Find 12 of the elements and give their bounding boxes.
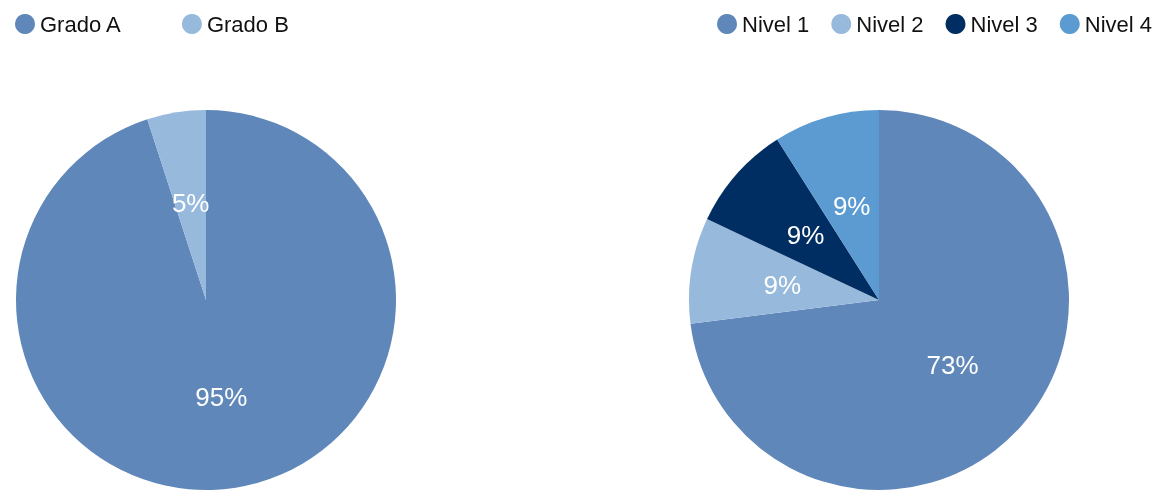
legend-label: Nivel 4: [1084, 11, 1152, 37]
data-label: 9%: [832, 190, 871, 221]
data-label: 95%: [195, 381, 248, 412]
legend-label: Nivel 1: [742, 11, 810, 37]
legend-label: Grado A: [40, 11, 122, 37]
data-label: 5%: [171, 188, 210, 219]
legend-label: Nivel 3: [970, 11, 1038, 37]
data-label: 9%: [786, 220, 825, 251]
legend-label: Grado B: [206, 11, 289, 37]
data-label: 73%: [926, 349, 979, 380]
legend-label: Nivel 2: [856, 11, 924, 37]
data-label: 9%: [763, 269, 801, 300]
